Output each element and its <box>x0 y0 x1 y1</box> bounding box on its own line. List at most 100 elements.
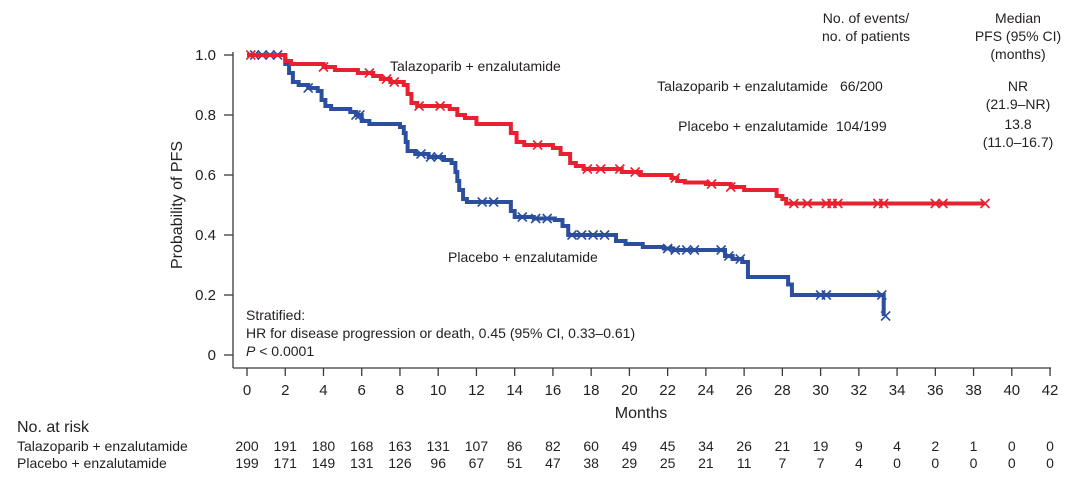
x-tick-label: 22 <box>659 382 676 399</box>
x-tick-label: 4 <box>319 382 327 399</box>
risk-value: 131 <box>427 438 451 454</box>
risk-value: 60 <box>583 438 599 454</box>
risk-value: 168 <box>350 438 374 454</box>
censor-mark <box>681 244 692 256</box>
risk-value: 82 <box>545 438 561 454</box>
series-talazoparib <box>245 49 991 209</box>
risk-value: 19 <box>813 438 829 454</box>
km-curve-talazoparib <box>247 53 986 206</box>
risk-value: 21 <box>775 438 791 454</box>
x-tick-label: 0 <box>243 382 251 399</box>
x-tick-label: 10 <box>430 382 447 399</box>
x-tick-label: 26 <box>736 382 753 399</box>
risk-value: 180 <box>312 438 336 454</box>
risk-value: 51 <box>507 455 523 471</box>
risk-value: 126 <box>388 455 412 471</box>
censor-mark <box>937 198 949 209</box>
censor-mark <box>582 163 593 175</box>
censor-mark <box>876 289 887 301</box>
summary-row-label-placebo: Placebo + enzalutamide <box>678 118 828 134</box>
risk-value: 96 <box>430 455 446 471</box>
risk-value: 2 <box>931 438 939 454</box>
x-axis-label: Months <box>615 405 667 422</box>
risk-value: 0 <box>1046 438 1054 454</box>
risk-value: 163 <box>388 438 412 454</box>
risk-value: 47 <box>545 455 561 471</box>
events-header-1: No. of events/ <box>823 10 909 26</box>
risk-value: 7 <box>817 455 825 471</box>
curves <box>245 49 991 322</box>
series-placebo <box>247 49 891 322</box>
risk-value: 131 <box>350 455 374 471</box>
annotation-p-value: P < 0.0001 <box>246 343 314 359</box>
risk-value: 0 <box>893 455 901 471</box>
censor-mark <box>588 229 599 241</box>
censor-mark <box>599 229 610 241</box>
censor-mark <box>930 198 941 209</box>
events-header-2: no. of patients <box>822 28 910 44</box>
x-tick-label: 16 <box>545 382 562 399</box>
summary-table: No. of events/ no. of patients Median PF… <box>657 10 1061 150</box>
x-tick-label: 14 <box>506 382 523 399</box>
x-tick-label: 30 <box>812 382 829 399</box>
x-tick-label: 42 <box>1042 382 1059 399</box>
risk-value: 0 <box>1008 455 1016 471</box>
risk-value: 1 <box>970 438 978 454</box>
risk-table: No. at risk Talazoparib + enzalutamide P… <box>17 419 1054 471</box>
censor-mark <box>414 100 425 112</box>
y-tick-label: 0.4 <box>195 227 216 244</box>
risk-value: 26 <box>736 438 752 454</box>
x-ticks: 0 2 4 6 8 10 12 14 16 18 20 22 24 26 28 30 32 34 36 38 40 42 <box>243 368 1059 399</box>
censor-mark <box>735 253 746 265</box>
y-tick-label: 1.0 <box>195 47 216 64</box>
risk-value: 7 <box>778 455 786 471</box>
summary-events-talazoparib: 66/200 <box>840 78 883 94</box>
censor-mark <box>532 139 543 151</box>
summary-median-placebo: 13.8 <box>1004 116 1031 132</box>
censor-mark <box>788 198 799 209</box>
y-tick-label: 0.8 <box>195 107 216 124</box>
censor-mark <box>354 109 365 121</box>
risk-values: 200 191 180 168 163 131 107 86 82 60 49 45 34 26 21 19 9… <box>235 438 1054 471</box>
risk-row-label-talazoparib: Talazoparib + enzalutamide <box>17 438 188 454</box>
censor-mark <box>517 211 528 223</box>
risk-value: 199 <box>235 455 259 471</box>
y-tick-label: 0.2 <box>195 287 216 304</box>
risk-value: 4 <box>855 455 863 471</box>
median-header-3: (months) <box>990 46 1045 62</box>
summary-ci-placebo: (11.0–16.7) <box>983 134 1054 150</box>
risk-value: 11 <box>737 455 752 471</box>
censor-mark <box>878 198 889 209</box>
censor-mark <box>716 244 727 256</box>
y-ticks: 0 0.2 0.4 0.6 0.8 1.0 <box>195 47 233 364</box>
summary-row-label-talazoparib: Talazoparib + enzalutamide <box>657 78 828 94</box>
risk-value: 171 <box>274 455 298 471</box>
censor-mark <box>303 82 314 94</box>
x-tick-label: 38 <box>965 382 982 399</box>
curve-label-talazoparib: Talazoparib + enzalutamide <box>390 58 561 74</box>
risk-value: 45 <box>660 438 676 454</box>
censor-mark <box>614 163 625 175</box>
censor-mark <box>689 244 700 256</box>
censor-mark <box>576 229 587 241</box>
censor-mark <box>832 198 843 209</box>
risk-value: 67 <box>469 455 485 471</box>
censor-mark <box>725 181 736 193</box>
risk-value: 21 <box>698 455 714 471</box>
risk-value: 9 <box>855 438 863 454</box>
x-tick-label: 34 <box>889 382 906 399</box>
p-label: P <box>246 343 256 359</box>
axes <box>232 52 1051 369</box>
censor-mark <box>821 289 832 301</box>
x-tick-label: 6 <box>358 382 366 399</box>
censor-mark <box>662 243 673 254</box>
censor-mark <box>723 250 734 262</box>
censor-mark <box>670 244 681 256</box>
x-tick-label: 18 <box>583 382 600 399</box>
risk-value: 29 <box>622 455 638 471</box>
risk-value: 25 <box>660 455 676 471</box>
censor-mark <box>245 49 256 61</box>
annotation-hr: HR for disease progression or death, 0.4… <box>246 325 635 341</box>
censor-mark <box>880 310 891 322</box>
risk-table-title: No. at risk <box>17 419 90 436</box>
